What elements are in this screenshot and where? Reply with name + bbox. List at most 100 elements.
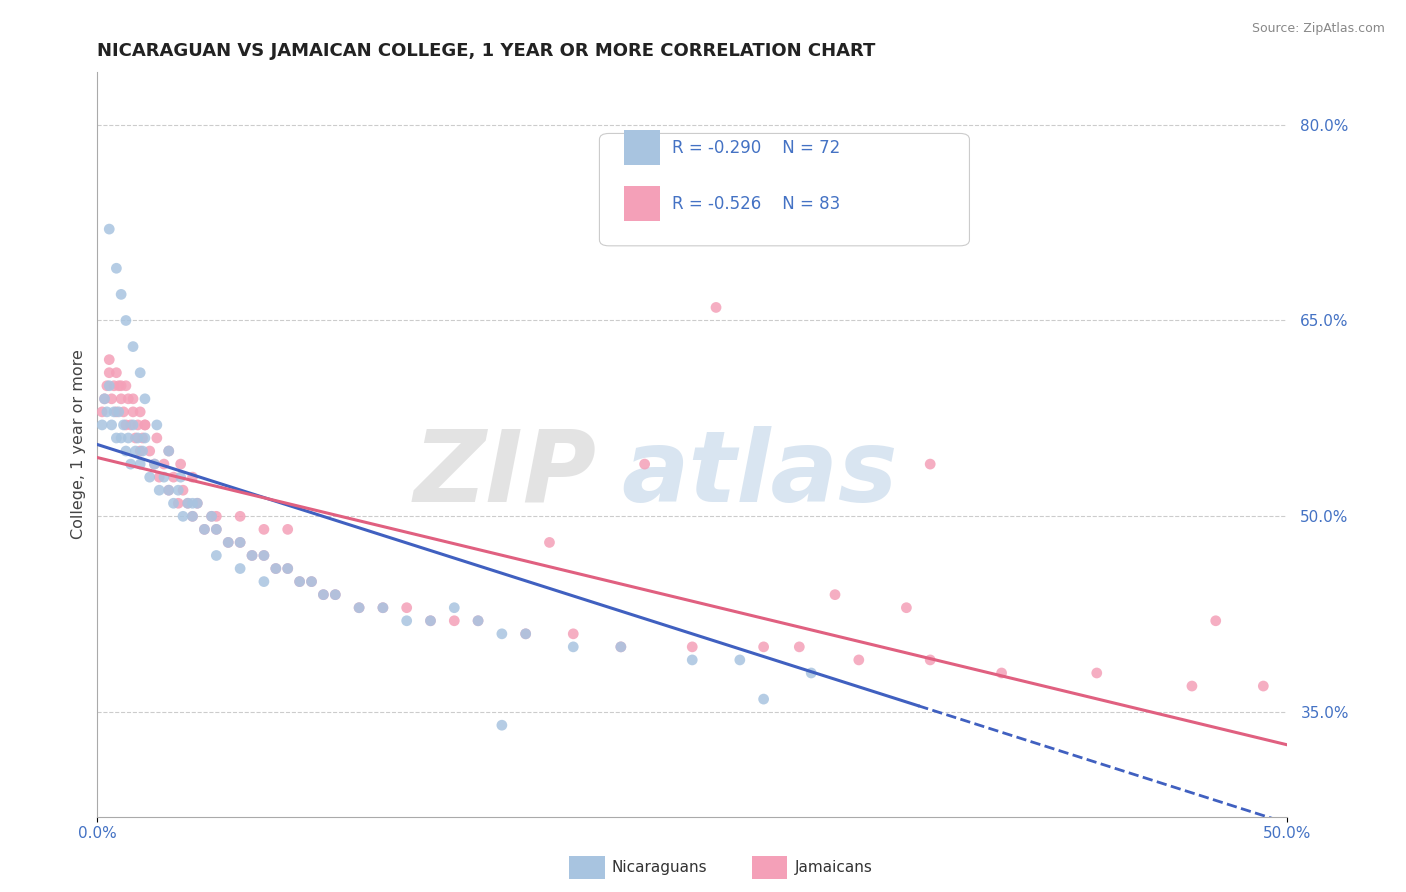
Point [253, 549, 276, 563]
Point [277, 561, 299, 575]
Point [704, 301, 727, 315]
Point [752, 692, 775, 706]
Point [96, 405, 118, 419]
Point [115, 417, 138, 432]
Point [264, 561, 287, 575]
Text: R = -0.290    N = 72: R = -0.290 N = 72 [672, 138, 841, 157]
Point [103, 378, 125, 392]
FancyBboxPatch shape [624, 129, 659, 165]
Point [277, 522, 299, 536]
Point [419, 614, 441, 628]
Point [127, 417, 149, 432]
Point [167, 483, 190, 498]
Point [134, 431, 156, 445]
Point [177, 496, 200, 510]
Point [681, 640, 703, 654]
Text: R = -0.526    N = 83: R = -0.526 N = 83 [672, 195, 841, 213]
Point [229, 561, 252, 575]
Point [200, 509, 222, 524]
Point [131, 431, 153, 445]
Point [105, 261, 128, 276]
Point [301, 574, 323, 589]
Point [157, 483, 180, 498]
Point [117, 431, 139, 445]
Point [610, 640, 633, 654]
Point [148, 470, 170, 484]
Point [312, 588, 335, 602]
Point [148, 483, 170, 498]
Point [167, 496, 190, 510]
Text: Jamaicans: Jamaicans [794, 860, 872, 874]
Point [110, 431, 132, 445]
Point [312, 588, 335, 602]
Point [162, 496, 184, 510]
Point [515, 627, 537, 641]
Point [253, 574, 276, 589]
Point [681, 653, 703, 667]
Point [122, 340, 145, 354]
Point [157, 483, 180, 498]
Point [122, 417, 145, 432]
Point [110, 378, 132, 392]
Point [112, 405, 135, 419]
Point [186, 496, 208, 510]
Point [752, 640, 775, 654]
Text: NICARAGUAN VS JAMAICAN COLLEGE, 1 YEAR OR MORE CORRELATION CHART: NICARAGUAN VS JAMAICAN COLLEGE, 1 YEAR O… [97, 42, 876, 60]
Point [240, 549, 263, 563]
Point [181, 496, 204, 510]
Point [129, 444, 152, 458]
Point [467, 614, 489, 628]
Point [443, 614, 465, 628]
Point [1253, 679, 1275, 693]
Point [229, 509, 252, 524]
Point [91, 405, 114, 419]
Point [115, 444, 138, 458]
Point [515, 627, 537, 641]
Point [120, 417, 142, 432]
Point [146, 417, 169, 432]
Point [138, 470, 160, 484]
Point [100, 417, 122, 432]
Point [562, 640, 585, 654]
FancyBboxPatch shape [624, 186, 659, 221]
Point [347, 600, 370, 615]
Point [143, 457, 166, 471]
Text: Source: ZipAtlas.com: Source: ZipAtlas.com [1251, 22, 1385, 36]
Point [288, 574, 311, 589]
Point [93, 392, 115, 406]
Point [146, 431, 169, 445]
Point [181, 509, 204, 524]
Point [610, 640, 633, 654]
Point [395, 600, 418, 615]
Point [633, 457, 655, 471]
Point [253, 522, 276, 536]
Point [371, 600, 394, 615]
Point [562, 627, 585, 641]
Point [124, 431, 146, 445]
Point [205, 522, 228, 536]
Point [122, 405, 145, 419]
Point [157, 444, 180, 458]
Point [1085, 665, 1108, 680]
Point [122, 392, 145, 406]
Point [169, 457, 191, 471]
Point [186, 496, 208, 510]
Point [288, 574, 311, 589]
Point [848, 653, 870, 667]
Point [824, 588, 846, 602]
Point [323, 588, 346, 602]
Text: ZIP: ZIP [413, 425, 598, 523]
Point [105, 366, 128, 380]
Point [117, 392, 139, 406]
Point [371, 600, 394, 615]
Point [789, 640, 811, 654]
Point [124, 444, 146, 458]
Point [205, 509, 228, 524]
Point [129, 457, 152, 471]
Point [920, 653, 942, 667]
Point [443, 600, 465, 615]
Point [181, 470, 204, 484]
Point [129, 366, 152, 380]
Point [229, 535, 252, 549]
Point [153, 470, 176, 484]
